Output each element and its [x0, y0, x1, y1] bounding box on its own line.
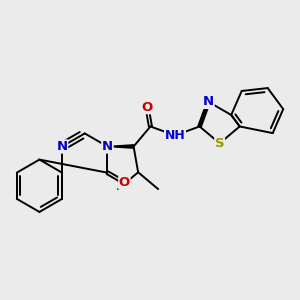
Text: N: N [56, 140, 68, 153]
Text: O: O [119, 176, 130, 189]
Text: NH: NH [165, 129, 185, 142]
Text: N: N [102, 140, 113, 153]
Polygon shape [107, 145, 134, 148]
Text: O: O [141, 100, 153, 114]
Text: S: S [215, 137, 224, 150]
Text: N: N [203, 95, 214, 108]
